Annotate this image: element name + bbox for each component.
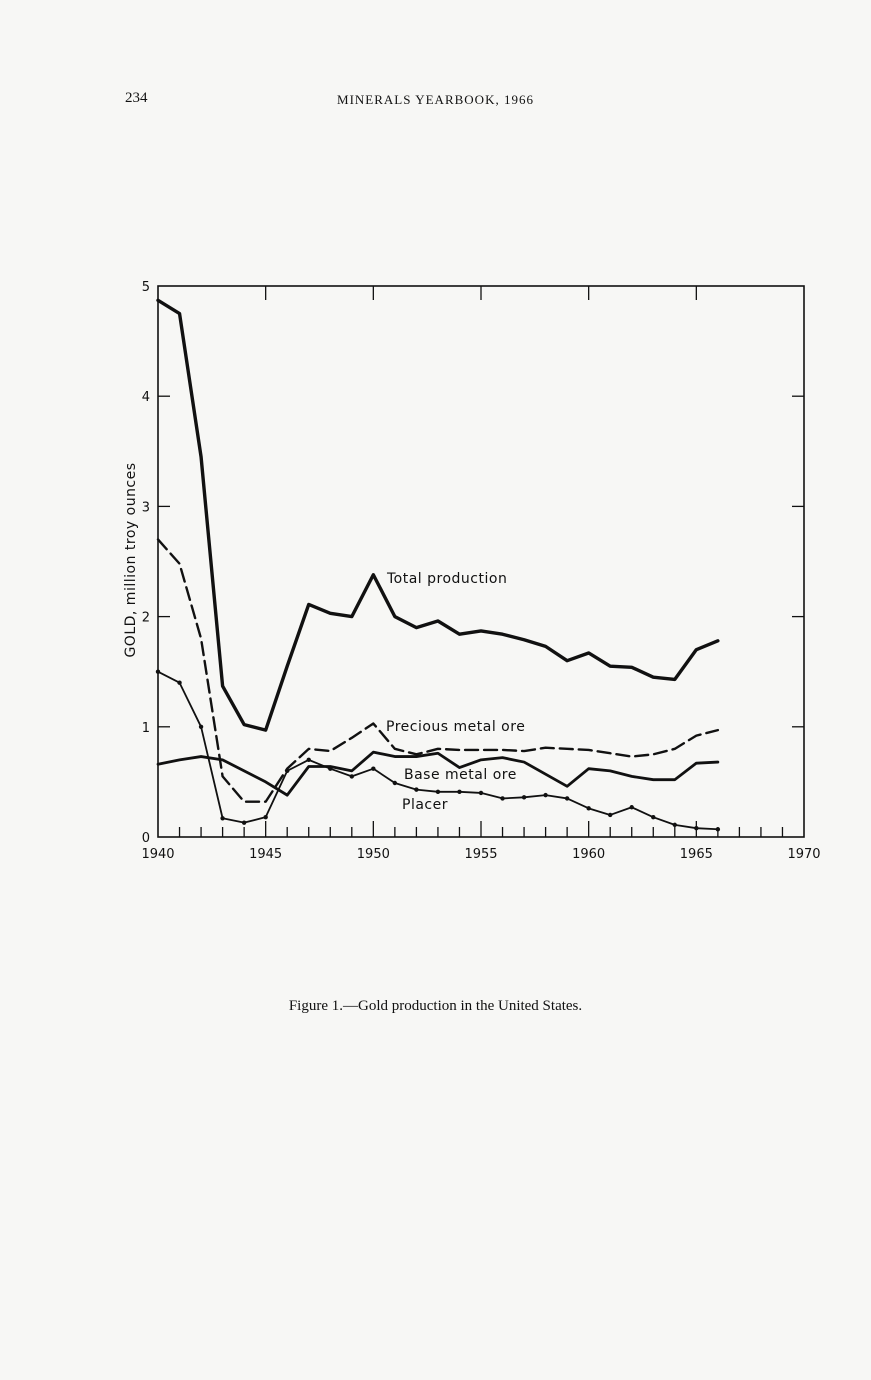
data-point-placer: [564, 796, 570, 801]
data-point-placer: [328, 766, 333, 771]
data-point-placer: [155, 669, 161, 674]
data-point-placer: [220, 816, 225, 821]
data-point-placer: [608, 812, 613, 818]
series-label-precious-metal-ore: Precious metal ore: [386, 719, 525, 735]
data-point-placer: [285, 768, 290, 774]
series-line-total-production: [156, 298, 720, 732]
x-tick-label: 1950: [357, 847, 390, 862]
series-label-total-production: Total production: [386, 571, 507, 587]
data-point-placer: [263, 814, 268, 820]
plot-frame: [157, 285, 805, 838]
y-axis-ticks: 0 1 2 3 4 5: [142, 280, 804, 846]
running-head: MINERALS YEARBOOK, 1966: [337, 92, 534, 107]
data-point-placer: [198, 724, 204, 729]
data-point-placer: [521, 795, 527, 800]
series-layer: [155, 298, 721, 832]
x-tick-label: 1945: [249, 847, 282, 862]
x-tick-label: 1965: [680, 847, 713, 862]
series-label-base-metal-ore: Base metal ore: [404, 767, 517, 783]
series-line-base-metal-ore: [156, 750, 720, 797]
data-point-placer: [500, 796, 505, 801]
y-tick-label: 4: [142, 390, 150, 405]
page-number: 234: [125, 90, 148, 106]
y-tick-label: 5: [142, 280, 150, 295]
data-point-placer: [651, 814, 656, 820]
data-point-placer: [349, 774, 354, 779]
data-point-placer: [629, 805, 634, 810]
y-tick-label: 2: [142, 611, 150, 626]
data-point-placer: [672, 822, 677, 828]
data-point-placer: [715, 827, 721, 832]
series-line-precious-metal-ore: [156, 538, 720, 803]
data-point-placer: [435, 789, 441, 795]
x-tick-label: 1940: [141, 847, 174, 862]
data-point-placer: [392, 780, 398, 786]
y-axis-label: GOLD, million troy ounces: [123, 462, 139, 657]
data-point-placer: [478, 790, 484, 796]
x-tick-label: 1955: [464, 847, 497, 862]
data-point-placer: [414, 787, 419, 792]
data-point-placer: [586, 806, 591, 811]
x-axis-ticks: 1940 1945 1950 1955 1960 1965 1970: [141, 286, 821, 862]
data-point-placer: [241, 820, 247, 825]
y-tick-label: 0: [142, 831, 150, 846]
x-tick-label: 1970: [787, 847, 820, 862]
data-point-placer: [371, 766, 376, 771]
data-point-placer: [177, 680, 182, 685]
series-label-placer: Placer: [402, 797, 448, 813]
data-point-placer: [694, 825, 699, 831]
data-point-placer: [306, 757, 311, 763]
y-tick-label: 1: [142, 721, 150, 736]
x-tick-label: 1960: [572, 847, 605, 862]
data-point-placer: [543, 792, 548, 798]
data-point-placer: [457, 789, 462, 795]
figure-caption: Figure 1.—Gold production in the United …: [288, 998, 583, 1014]
y-tick-label: 3: [142, 500, 150, 515]
